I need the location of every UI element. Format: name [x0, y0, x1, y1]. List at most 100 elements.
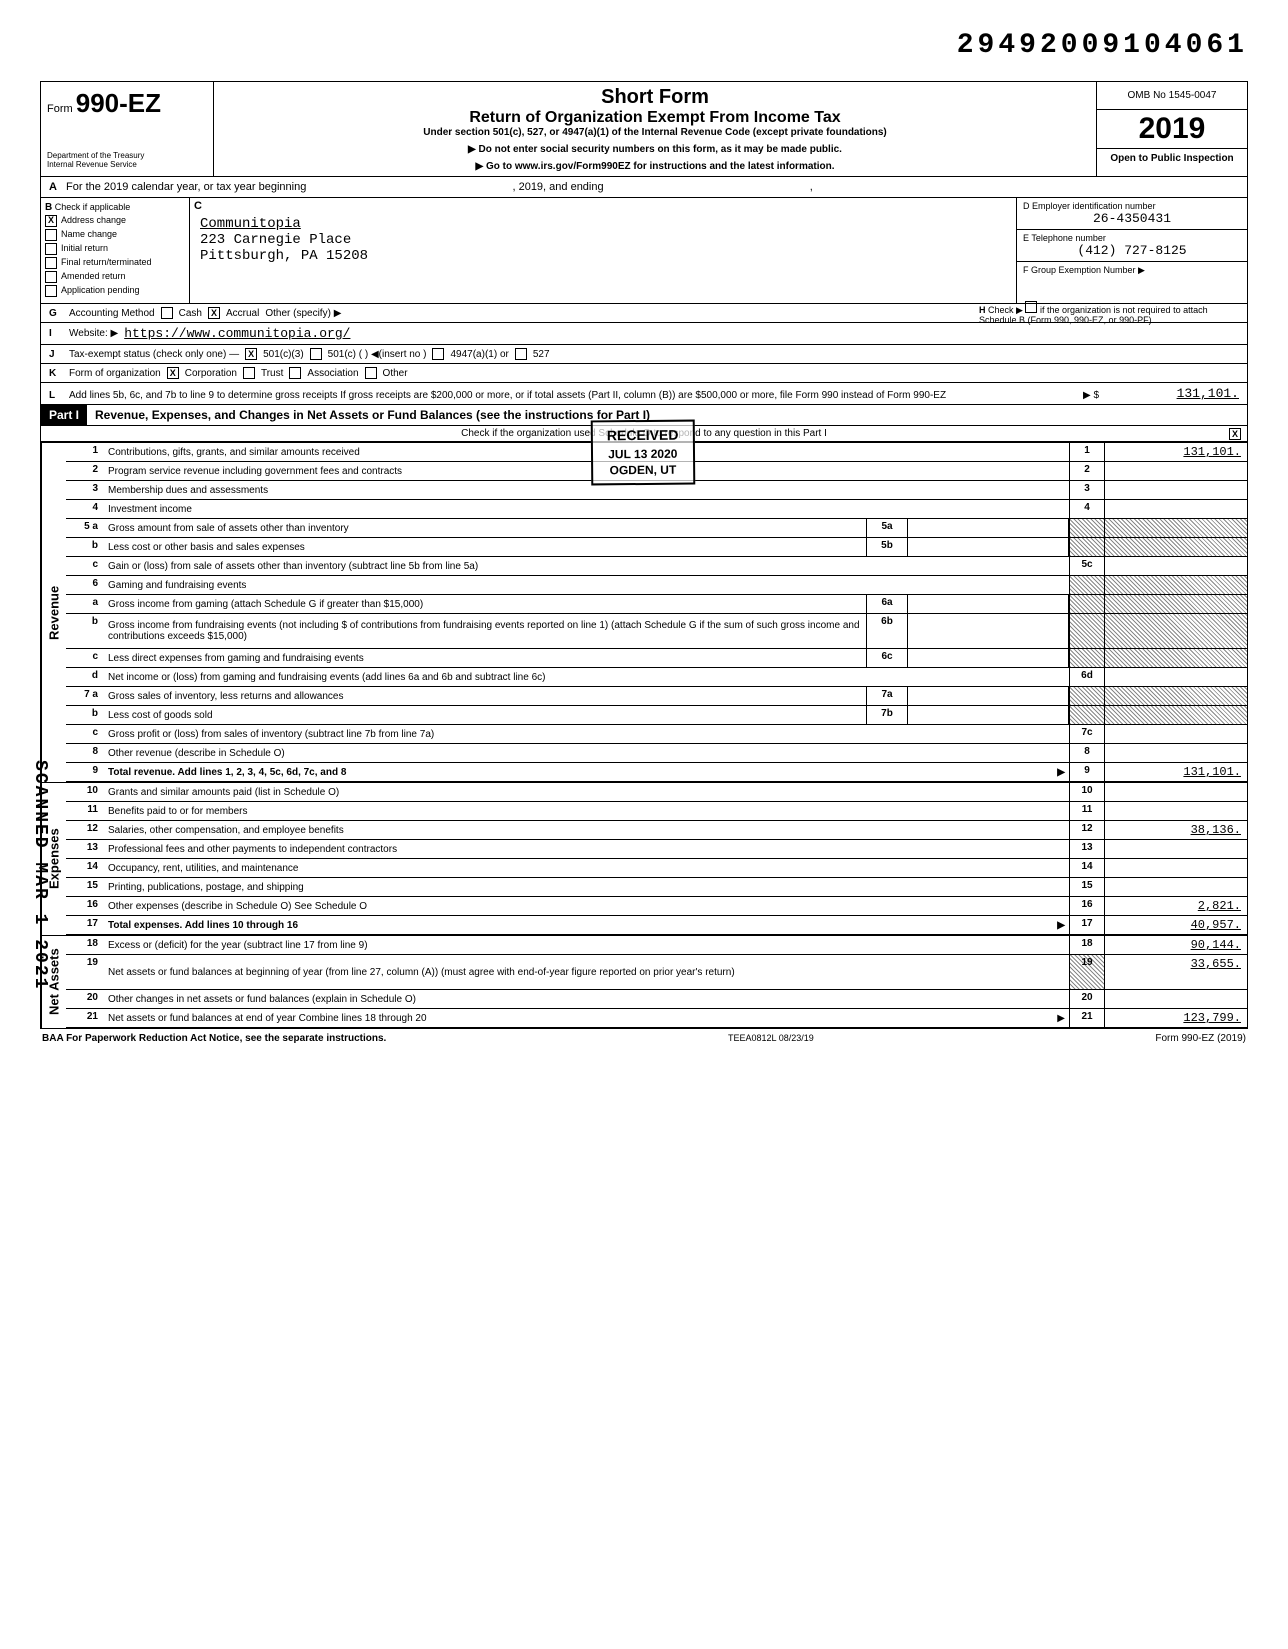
line-row: 4Investment income4: [66, 500, 1247, 519]
lbl-other-org: Other: [383, 368, 408, 379]
form-number: 990-EZ: [76, 88, 161, 118]
line-number: 7 a: [66, 687, 104, 705]
row-h-text1: Check ▶: [988, 305, 1023, 315]
line-box: 5c: [1069, 557, 1105, 575]
line-number: 10: [66, 783, 104, 801]
line-value: [1105, 614, 1247, 648]
line-box: 6d: [1069, 668, 1105, 686]
line-number: 5 a: [66, 519, 104, 537]
line-value: [1105, 576, 1247, 594]
dept-irs: Internal Revenue Service: [47, 161, 207, 170]
chk-corporation[interactable]: X: [167, 367, 179, 379]
row-g-text: Accounting Method: [69, 308, 155, 319]
line-row: 20Other changes in net assets or fund ba…: [66, 990, 1247, 1009]
line-box: [1069, 706, 1105, 724]
line-value: [1105, 744, 1247, 762]
row-j: J Tax-exempt status (check only one) — X…: [41, 345, 1247, 364]
mid-box-label: 6b: [866, 614, 908, 648]
line-row: 17Total expenses. Add lines 10 through 1…: [66, 916, 1247, 935]
line-row: 8Other revenue (describe in Schedule O)8: [66, 744, 1247, 763]
line-desc: Less direct expenses from gaming and fun…: [104, 649, 866, 667]
line-row: 9Total revenue. Add lines 1, 2, 3, 4, 5c…: [66, 763, 1247, 782]
chk-501c3[interactable]: X: [245, 348, 257, 360]
line-desc: Net assets or fund balances at end of ye…: [104, 1009, 1069, 1027]
line-box: [1069, 538, 1105, 556]
line-number: 20: [66, 990, 104, 1008]
chk-schedule-o-part1[interactable]: X: [1229, 428, 1241, 440]
line-number: 3: [66, 481, 104, 499]
chk-association[interactable]: [289, 367, 301, 379]
line-number: 18: [66, 936, 104, 954]
chk-address-change[interactable]: X: [45, 215, 57, 227]
line-box: 20: [1069, 990, 1105, 1008]
line-box: [1069, 649, 1105, 667]
line-row: bLess cost or other basis and sales expe…: [66, 538, 1247, 557]
chk-amended-return[interactable]: [45, 271, 57, 283]
mid-box-value: [908, 595, 1069, 613]
line-row: 16Other expenses (describe in Schedule O…: [66, 897, 1247, 916]
form-header: Form 990-EZ Department of the Treasury I…: [41, 82, 1247, 177]
row-i-text: Website: ▶: [69, 328, 118, 339]
row-i-label: I: [49, 328, 63, 339]
chk-other-org[interactable]: [365, 367, 377, 379]
col-b-label: B: [45, 202, 52, 213]
mid-box-value: [908, 519, 1069, 537]
block-bcdef: B Check if applicable XAddress change Na…: [41, 198, 1247, 304]
line-box: 16: [1069, 897, 1105, 915]
footer-mid: TEEA0812L 08/23/19: [728, 1033, 814, 1044]
form-note2: ▶ Go to www.irs.gov/Form990EZ for instru…: [264, 161, 1046, 172]
line-desc: Investment income: [104, 500, 1069, 518]
chk-accrual[interactable]: X: [208, 307, 220, 319]
line-desc: Contributions, gifts, grants, and simila…: [104, 443, 1069, 461]
chk-name-change[interactable]: [45, 229, 57, 241]
line-desc: Other expenses (describe in Schedule O) …: [104, 897, 1069, 915]
line-row: 11Benefits paid to or for members11: [66, 802, 1247, 821]
line-box: 14: [1069, 859, 1105, 877]
line-value: [1105, 462, 1247, 480]
chk-trust[interactable]: [243, 367, 255, 379]
line-desc: Gross profit or (loss) from sales of inv…: [104, 725, 1069, 743]
line-row: 14Occupancy, rent, utilities, and mainte…: [66, 859, 1247, 878]
line-number: 9: [66, 763, 104, 781]
f-label: F Group Exemption Number ▶: [1023, 265, 1145, 275]
chk-label-4: Amended return: [61, 272, 126, 282]
form-frame: Form 990-EZ Department of the Treasury I…: [40, 81, 1248, 1029]
lbl-cash: Cash: [179, 308, 202, 319]
line-number: 19: [66, 955, 104, 989]
line-row: 19Net assets or fund balances at beginni…: [66, 955, 1247, 990]
chk-4947[interactable]: [432, 348, 444, 360]
chk-527[interactable]: [515, 348, 527, 360]
chk-cash[interactable]: [161, 307, 173, 319]
line-value: 131,101.: [1105, 763, 1247, 781]
chk-final-return[interactable]: [45, 257, 57, 269]
line-value: 123,799.: [1105, 1009, 1247, 1027]
line-number: 17: [66, 916, 104, 934]
row-k: K Form of organization XCorporation Trus…: [41, 364, 1247, 383]
line-number: 16: [66, 897, 104, 915]
chk-501c[interactable]: [310, 348, 322, 360]
header-right: OMB No 1545-0047 2019 Open to Public Ins…: [1096, 82, 1247, 176]
line-value: 2,821.: [1105, 897, 1247, 915]
col-c-label: C: [194, 200, 202, 212]
line-desc: Less cost of goods sold: [104, 706, 866, 724]
chk-application-pending[interactable]: [45, 285, 57, 297]
line-number: b: [66, 706, 104, 724]
form-prefix: Form: [47, 103, 73, 115]
line-desc: Gross income from fundraising events (no…: [104, 614, 866, 648]
line-box: 17: [1069, 916, 1105, 934]
line-number: 1: [66, 443, 104, 461]
col-b: B Check if applicable XAddress change Na…: [41, 198, 190, 303]
line-value: [1105, 595, 1247, 613]
chk-initial-return[interactable]: [45, 243, 57, 255]
line-number: 2: [66, 462, 104, 480]
line-number: b: [66, 614, 104, 648]
row-a-text: For the 2019 calendar year, or tax year …: [66, 181, 306, 193]
footer-left: BAA For Paperwork Reduction Act Notice, …: [42, 1033, 386, 1044]
line-desc: Gaming and fundraising events: [104, 576, 1069, 594]
part1-header: Part I Revenue, Expenses, and Changes in…: [41, 405, 1247, 426]
line-value: 90,144.: [1105, 936, 1247, 954]
lbl-trust: Trust: [261, 368, 283, 379]
line-number: 8: [66, 744, 104, 762]
chk-schedule-b[interactable]: [1025, 301, 1037, 313]
line-row: 15Printing, publications, postage, and s…: [66, 878, 1247, 897]
